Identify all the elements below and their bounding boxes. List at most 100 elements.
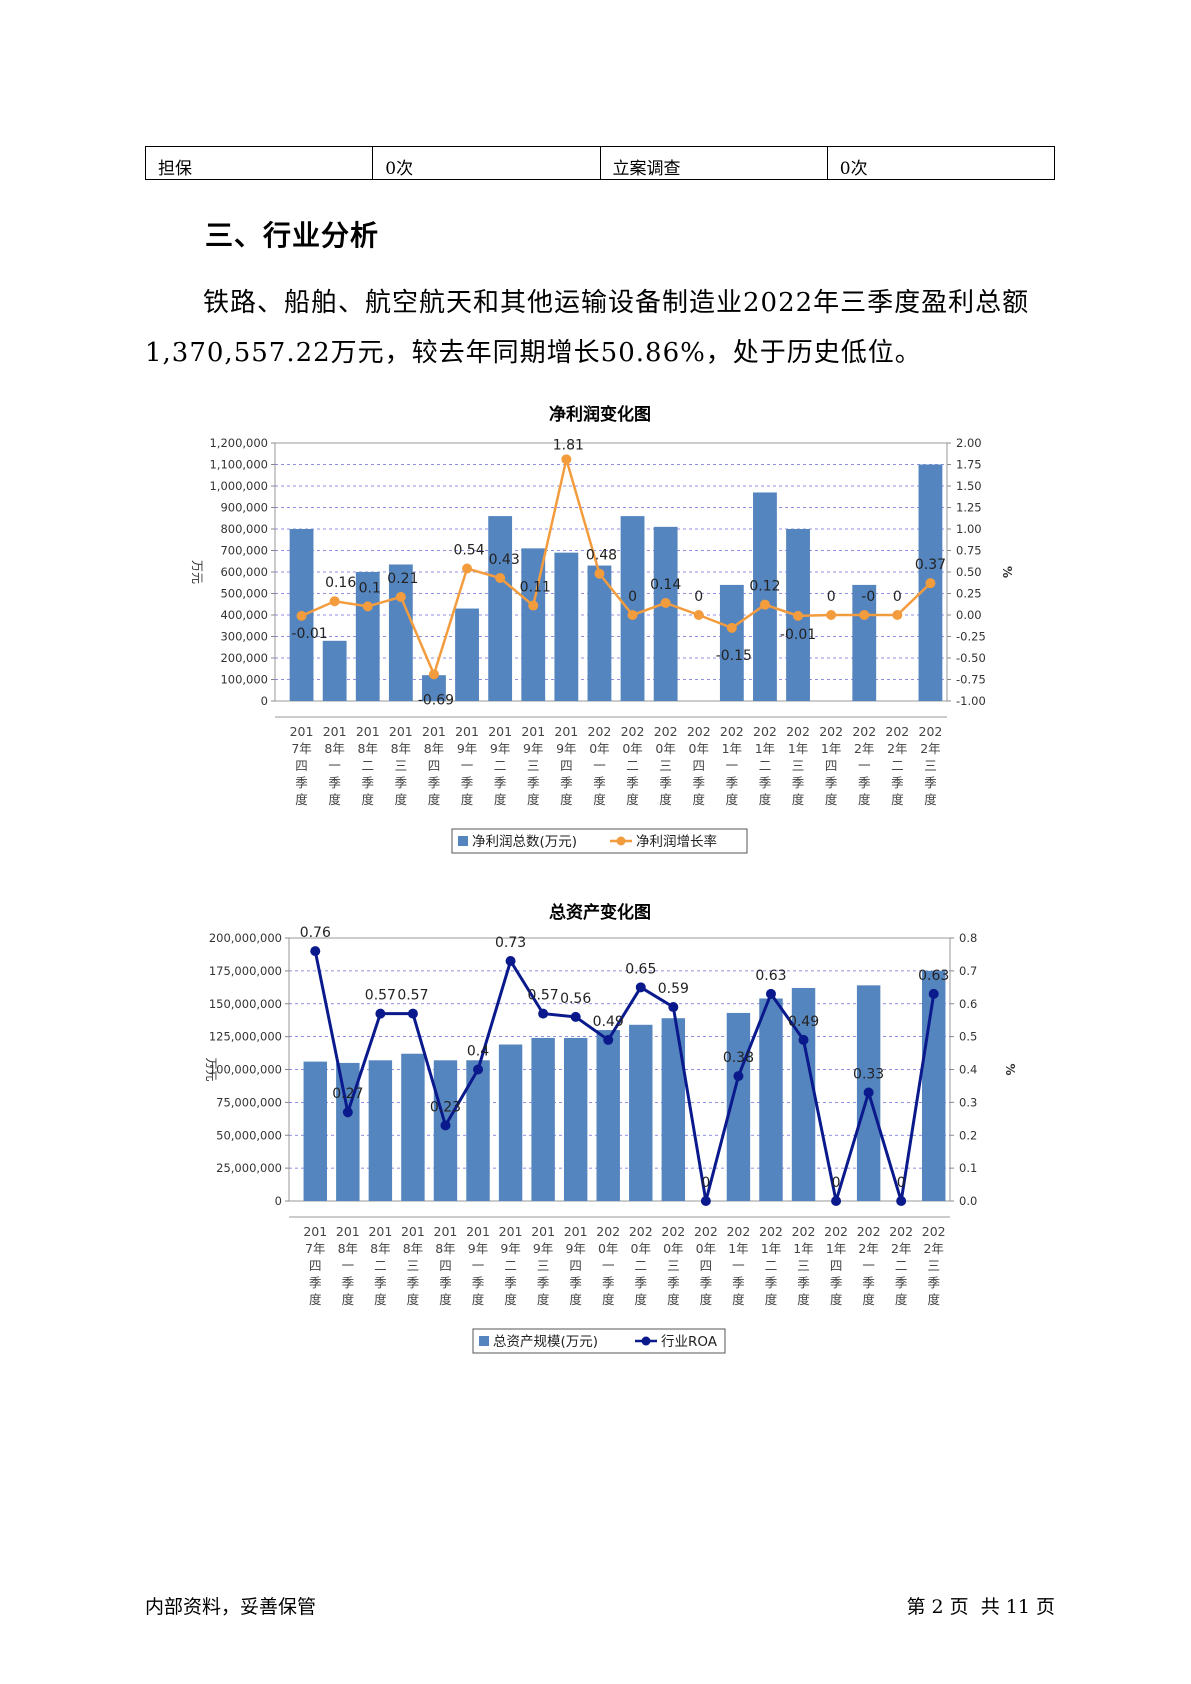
legend-box <box>451 828 748 854</box>
y-tick-label: 500,000 <box>220 587 268 601</box>
x-tick-label: 9年 <box>523 741 543 756</box>
x-tick-label: 三 <box>924 758 937 773</box>
series-line <box>313 950 936 1202</box>
x-tick-label: 0年 <box>598 1241 618 1256</box>
y-tick-label: 75,000,000 <box>216 1095 282 1109</box>
x-tick-label: 季 <box>439 1275 452 1290</box>
x-tick-label: 8年 <box>435 1241 455 1256</box>
data-point <box>660 597 671 608</box>
data-point <box>759 599 770 610</box>
x-tick-label: 0年 <box>663 1241 683 1256</box>
y-tick-label: 125,000,000 <box>209 1030 282 1044</box>
x-tick-label: 季 <box>309 1275 322 1290</box>
x-tick-label: 度 <box>407 1292 420 1307</box>
x-tick-label: 度 <box>472 1292 485 1307</box>
data-point <box>798 1034 809 1045</box>
x-tick-label: 季 <box>569 1275 582 1290</box>
data-label: 0.23 <box>430 1099 461 1115</box>
x-tick-label: 度 <box>361 792 374 807</box>
y2-axis-title: % <box>1000 566 1014 578</box>
bar <box>596 1030 620 1201</box>
x-tick-label: 202 <box>596 1224 620 1239</box>
table-cell: 立案调查 <box>599 146 828 180</box>
x-tick-label: 202 <box>753 724 777 739</box>
x-tick-label: 2年 <box>858 1241 878 1256</box>
y-tick-label: 0 <box>275 1194 282 1208</box>
data-label: 0 <box>694 589 703 605</box>
legend-label-line: 净利润增长率 <box>636 833 717 850</box>
data-label: 0 <box>628 589 637 605</box>
data-point <box>896 1196 907 1206</box>
bar <box>498 1044 523 1201</box>
x-tick-label: 9年 <box>565 1241 585 1256</box>
x-tick-label: 202 <box>588 724 612 739</box>
x-tick-label: 季 <box>407 1275 420 1290</box>
y2-tick-label: 1.00 <box>956 522 982 536</box>
x-tick-label: 201 <box>466 1224 490 1239</box>
x-tick-label: 季 <box>374 1275 387 1290</box>
y-tick-label: 400,000 <box>220 608 268 622</box>
chart-title-total-assets: 总资产变化图 <box>549 903 651 923</box>
y-tick-label: 300,000 <box>220 630 268 644</box>
x-tick-label: 9年 <box>500 1241 520 1256</box>
x-tick-label: 季 <box>342 1275 355 1290</box>
x-tick-label: 季 <box>862 1275 875 1290</box>
x-tick-label: 季 <box>361 775 374 790</box>
data-label: 0.37 <box>915 557 946 573</box>
data-label: 0.56 <box>560 991 591 1007</box>
data-label: -0 <box>861 589 875 605</box>
x-tick-label: 201 <box>401 1224 425 1239</box>
data-point <box>831 1196 842 1206</box>
data-label: 0.57 <box>528 988 559 1004</box>
x-tick-label: 202 <box>687 724 711 739</box>
data-point <box>362 601 373 612</box>
x-tick-label: 四 <box>309 1258 322 1273</box>
y-tick-label: 150,000,000 <box>209 997 282 1011</box>
y-tick-label: 200,000 <box>220 651 268 665</box>
x-tick-label: 度 <box>830 1292 843 1307</box>
x-tick-label: 季 <box>726 775 739 790</box>
data-label: 0.16 <box>325 575 356 591</box>
table-row: 担保 0次 立案调查 0次 <box>144 146 1056 180</box>
x-tick-label: 度 <box>862 1292 875 1307</box>
x-tick-label: 季 <box>602 1275 615 1290</box>
data-label: 0.49 <box>788 1014 819 1030</box>
x-tick-label: 2年 <box>887 741 907 756</box>
bar <box>422 675 446 701</box>
data-point <box>495 573 506 584</box>
data-label: 0.63 <box>755 968 786 984</box>
x-tick-label: 二 <box>895 1258 908 1273</box>
y2-tick-label: 0.75 <box>956 544 982 558</box>
x-tick-label: 二 <box>361 758 374 773</box>
data-label: 0.4 <box>467 1044 489 1060</box>
y-tick-label: 1,100,000 <box>209 458 268 472</box>
x-tick-label: 9年 <box>533 1241 553 1256</box>
x-tick-label: 201 <box>531 1224 555 1239</box>
data-point <box>395 591 406 602</box>
x-tick-label: 201 <box>434 1224 458 1239</box>
x-tick-label: 度 <box>726 792 739 807</box>
x-tick-label: 三 <box>407 1258 420 1273</box>
data-point <box>603 1034 614 1045</box>
x-tick-label: 季 <box>858 775 871 790</box>
data-label: 1.81 <box>553 437 584 453</box>
y-axis-title: 万元 <box>190 560 204 584</box>
legend-label-line: 行业ROA <box>661 1334 718 1350</box>
x-tick-label: 季 <box>328 775 341 790</box>
y2-tick-label: 0.1 <box>959 1161 977 1175</box>
y2-tick-label: 0.8 <box>959 931 977 945</box>
x-tick-label: 0年 <box>689 741 709 756</box>
bar <box>455 608 479 701</box>
x-tick-label: 7年 <box>305 1241 325 1256</box>
data-label: 0 <box>701 1175 710 1191</box>
x-tick-label: 季 <box>895 1275 908 1290</box>
data-point <box>342 1107 353 1118</box>
data-label: 0.27 <box>332 1086 363 1102</box>
x-tick-label: 9年 <box>468 1241 488 1256</box>
x-tick-label: 度 <box>504 1292 517 1307</box>
legend-label-bar: 净利润总数(万元) <box>472 834 577 850</box>
table-cell: 0次 <box>372 146 601 180</box>
data-label: -0.69 <box>418 692 454 708</box>
x-tick-label: 季 <box>759 775 772 790</box>
x-tick-label: 1年 <box>788 741 808 756</box>
